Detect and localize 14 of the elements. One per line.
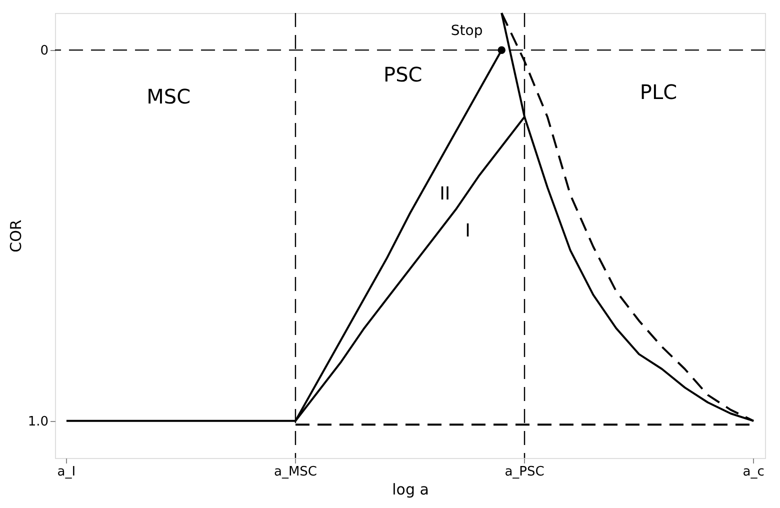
- x-tick-label: a_c: [742, 464, 764, 480]
- annotation: MSC: [146, 84, 191, 109]
- x-tick-label: a_MSC: [274, 464, 317, 480]
- annotation: Stop: [450, 22, 483, 39]
- x-tick-label: a_I: [57, 464, 76, 480]
- y-tick-label: 0: [40, 44, 48, 59]
- y-tick-label: 1.0: [28, 414, 48, 430]
- y-axis-title: COR: [6, 220, 25, 252]
- annotation: PLC: [640, 80, 678, 104]
- series-label: I: [465, 220, 470, 242]
- x-axis-title: log a: [392, 480, 429, 498]
- annotation: PSC: [384, 62, 422, 86]
- x-tick-label: a_PSC: [504, 464, 544, 480]
- series-label: II: [440, 183, 450, 204]
